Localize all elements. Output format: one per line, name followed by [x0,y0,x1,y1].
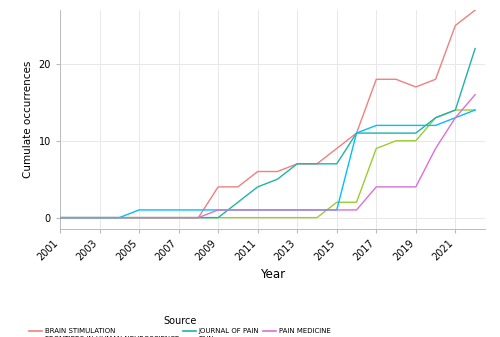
Y-axis label: Cumulate occurrences: Cumulate occurrences [23,61,33,178]
JOURNAL OF PAIN [393,131,399,135]
BRAIN STIMULATION [432,77,438,81]
Line: JOURNAL OF PAIN: JOURNAL OF PAIN [60,49,475,218]
PAIN MEDICINE [254,208,260,212]
Line: PAIN: PAIN [60,110,475,218]
BRAIN STIMULATION [314,162,320,166]
PAIN [57,216,63,220]
PAIN MEDICINE [57,216,63,220]
PAIN MEDICINE [452,116,458,120]
PAIN [354,131,360,135]
PAIN [413,123,419,127]
Line: PAIN MEDICINE: PAIN MEDICINE [60,95,475,218]
JOURNAL OF PAIN [452,108,458,112]
JOURNAL OF PAIN [215,216,221,220]
PAIN [274,208,280,212]
PAIN MEDICINE [413,185,419,189]
BRAIN STIMULATION [215,185,221,189]
FRONTIERS IN HUMAN NEUROSCIENCE [472,108,478,112]
Line: BRAIN STIMULATION: BRAIN STIMULATION [60,10,475,218]
PAIN MEDICINE [215,208,221,212]
JOURNAL OF PAIN [235,200,241,204]
PAIN [374,123,380,127]
BRAIN STIMULATION [274,170,280,174]
Legend: BRAIN STIMULATION, FRONTIERS IN HUMAN NEUROSCIENCE, JOURNAL OF PAIN, PAIN, PAIN : BRAIN STIMULATION, FRONTIERS IN HUMAN NE… [30,316,331,337]
PAIN [176,208,182,212]
JOURNAL OF PAIN [413,131,419,135]
Line: FRONTIERS IN HUMAN NEUROSCIENCE: FRONTIERS IN HUMAN NEUROSCIENCE [60,110,475,218]
PAIN [472,108,478,112]
BRAIN STIMULATION [235,185,241,189]
FRONTIERS IN HUMAN NEUROSCIENCE [393,139,399,143]
BRAIN STIMULATION [254,170,260,174]
BRAIN STIMULATION [354,131,360,135]
PAIN MEDICINE [334,208,340,212]
FRONTIERS IN HUMAN NEUROSCIENCE [314,216,320,220]
FRONTIERS IN HUMAN NEUROSCIENCE [413,139,419,143]
PAIN [393,123,399,127]
PAIN [254,208,260,212]
PAIN [432,123,438,127]
JOURNAL OF PAIN [354,131,360,135]
PAIN MEDICINE [393,185,399,189]
PAIN [235,208,241,212]
BRAIN STIMULATION [196,216,202,220]
JOURNAL OF PAIN [374,131,380,135]
PAIN [156,208,162,212]
PAIN [116,216,122,220]
PAIN [215,208,221,212]
PAIN [294,208,300,212]
FRONTIERS IN HUMAN NEUROSCIENCE [432,116,438,120]
PAIN MEDICINE [354,208,360,212]
PAIN MEDICINE [314,208,320,212]
JOURNAL OF PAIN [334,162,340,166]
PAIN MEDICINE [374,185,380,189]
FRONTIERS IN HUMAN NEUROSCIENCE [452,108,458,112]
PAIN [196,208,202,212]
PAIN [136,208,142,212]
FRONTIERS IN HUMAN NEUROSCIENCE [57,216,63,220]
BRAIN STIMULATION [334,147,340,151]
JOURNAL OF PAIN [294,162,300,166]
BRAIN STIMULATION [452,24,458,28]
JOURNAL OF PAIN [314,162,320,166]
BRAIN STIMULATION [393,77,399,81]
PAIN MEDICINE [196,216,202,220]
BRAIN STIMULATION [472,8,478,12]
FRONTIERS IN HUMAN NEUROSCIENCE [374,147,380,151]
X-axis label: Year: Year [260,268,285,281]
JOURNAL OF PAIN [432,116,438,120]
JOURNAL OF PAIN [57,216,63,220]
PAIN [314,208,320,212]
PAIN MEDICINE [472,93,478,97]
BRAIN STIMULATION [374,77,380,81]
FRONTIERS IN HUMAN NEUROSCIENCE [354,200,360,204]
BRAIN STIMULATION [294,162,300,166]
JOURNAL OF PAIN [274,177,280,181]
PAIN MEDICINE [274,208,280,212]
PAIN MEDICINE [432,147,438,151]
PAIN MEDICINE [294,208,300,212]
FRONTIERS IN HUMAN NEUROSCIENCE [334,200,340,204]
PAIN [334,208,340,212]
PAIN [452,116,458,120]
JOURNAL OF PAIN [472,47,478,51]
BRAIN STIMULATION [413,85,419,89]
JOURNAL OF PAIN [254,185,260,189]
PAIN MEDICINE [235,208,241,212]
BRAIN STIMULATION [57,216,63,220]
